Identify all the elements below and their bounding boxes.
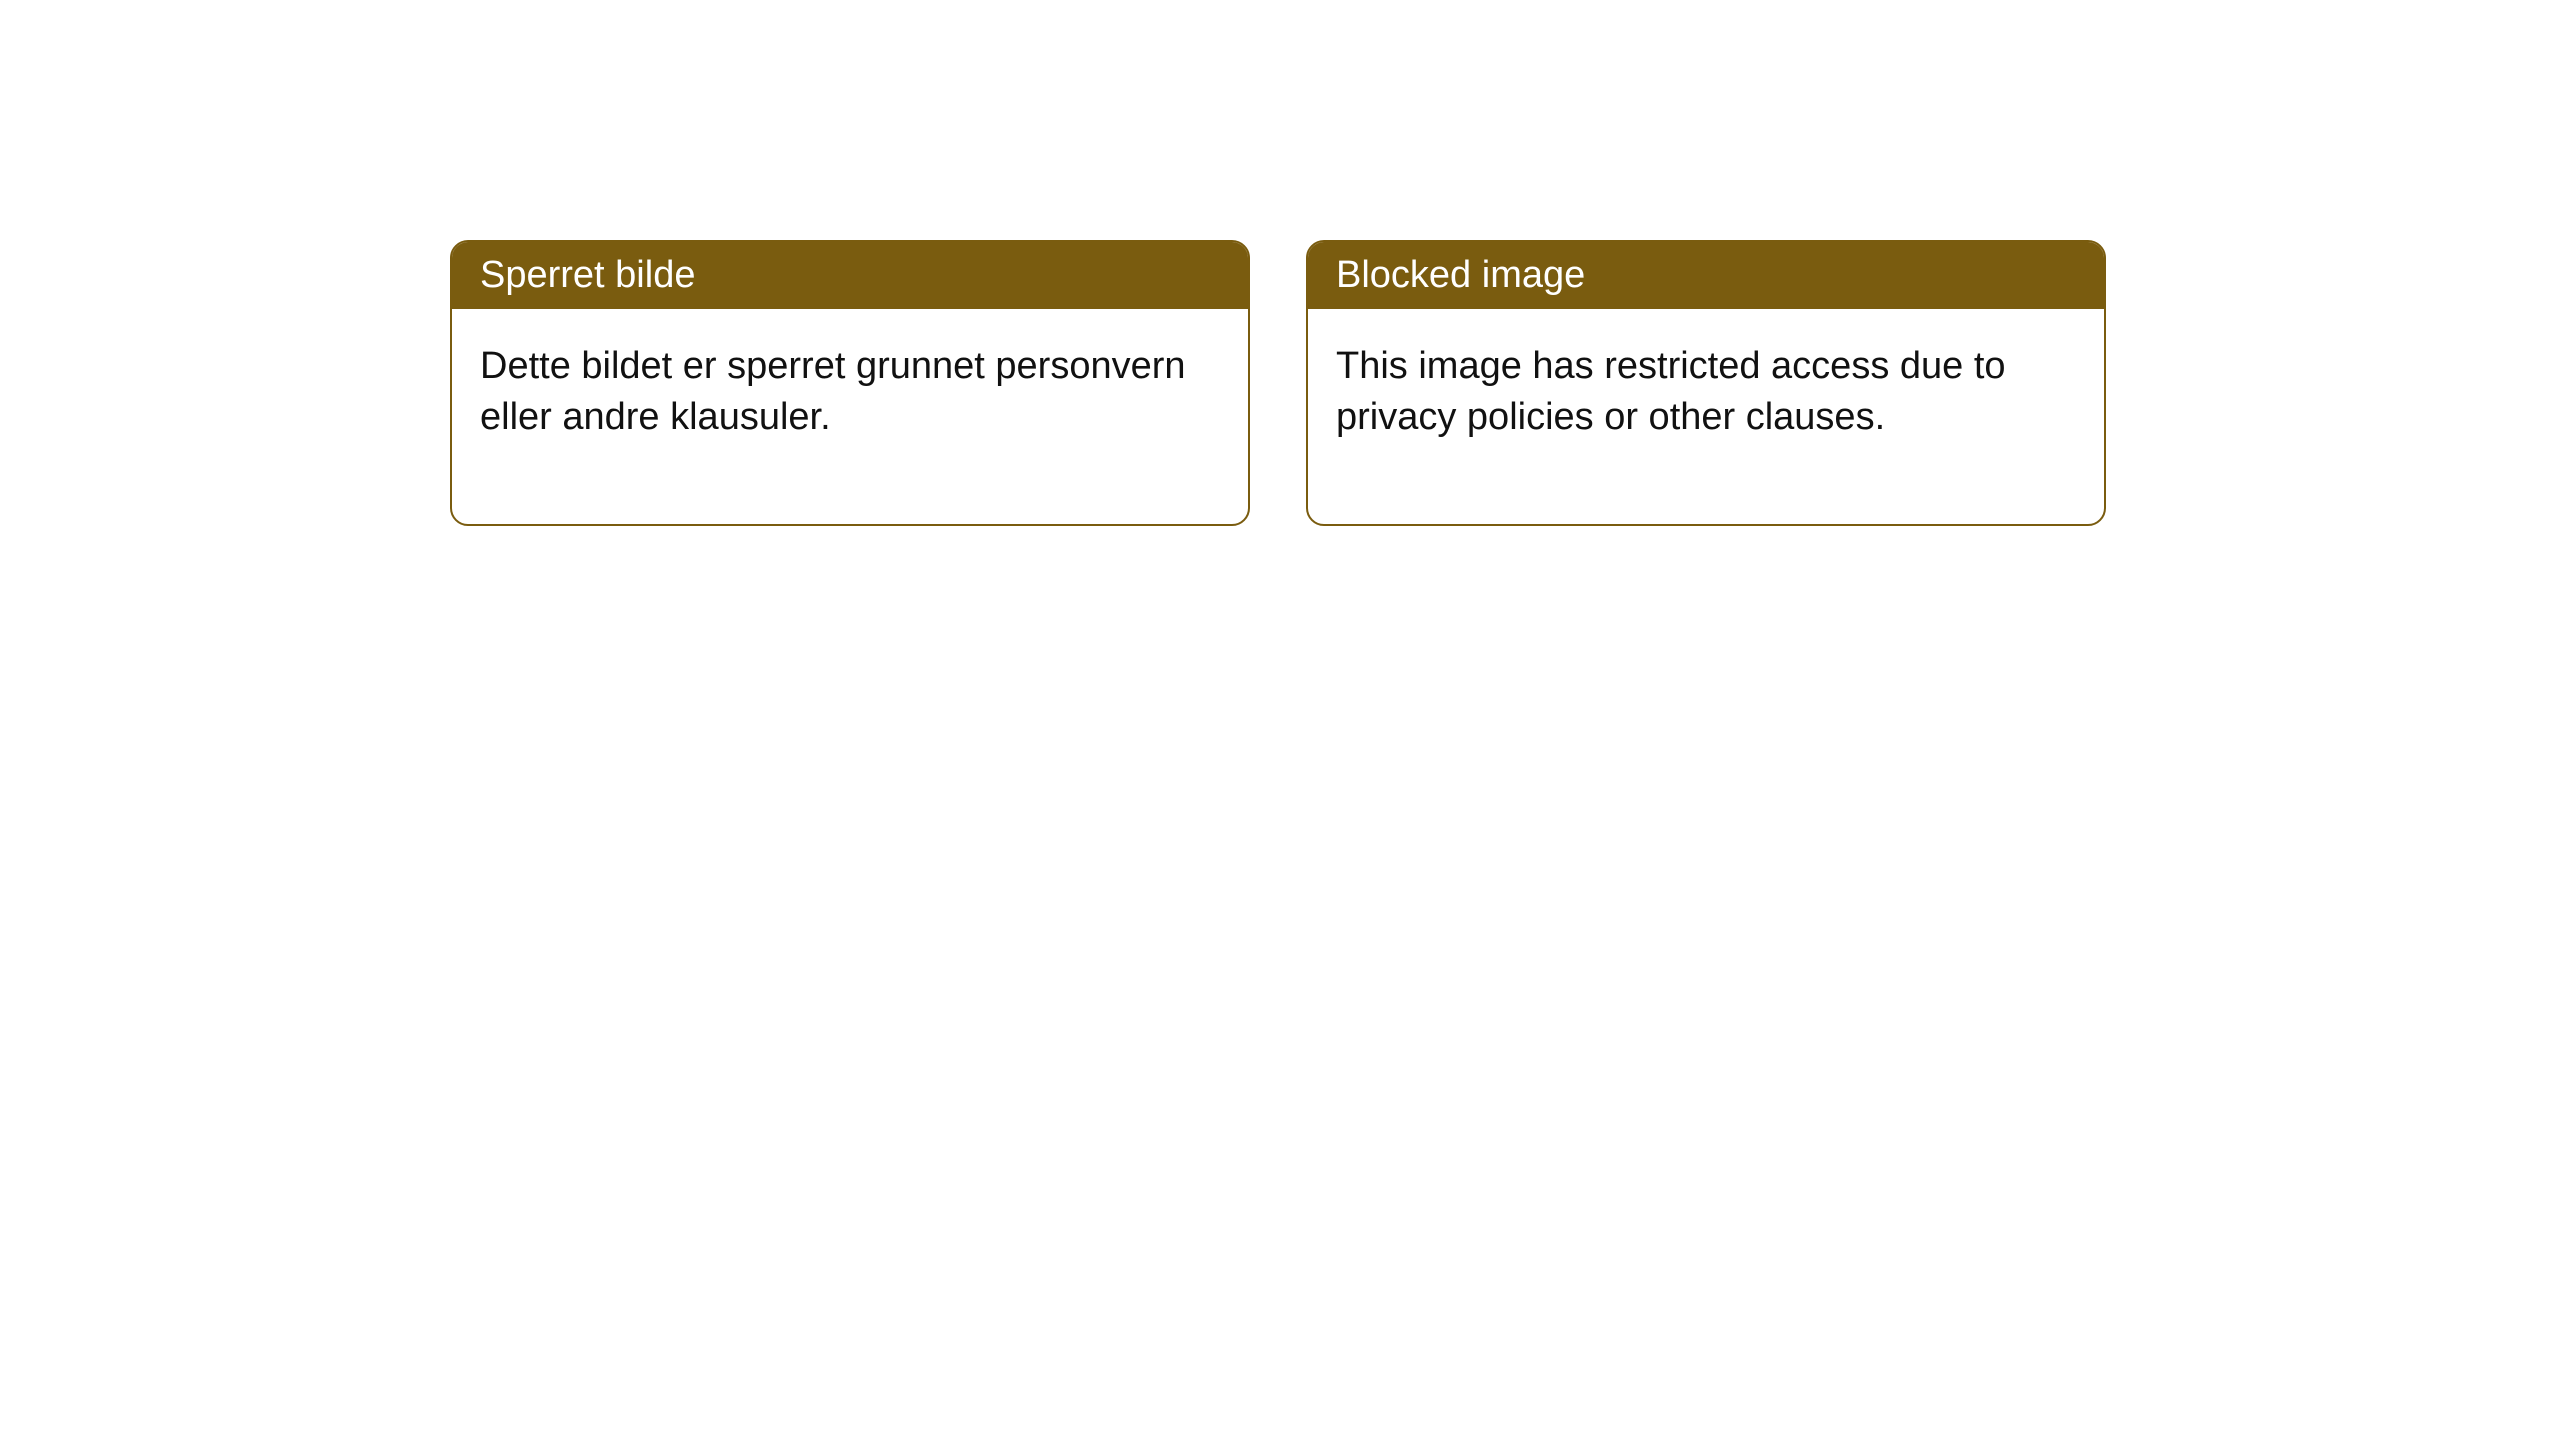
notice-body: Dette bildet er sperret grunnet personve… — [452, 309, 1248, 524]
notice-header: Sperret bilde — [452, 242, 1248, 309]
notice-container: Sperret bilde Dette bildet er sperret gr… — [450, 240, 2106, 526]
notice-body: This image has restricted access due to … — [1308, 309, 2104, 524]
notice-header: Blocked image — [1308, 242, 2104, 309]
notice-body-text: Dette bildet er sperret grunnet personve… — [480, 345, 1186, 438]
notice-title: Blocked image — [1336, 254, 1585, 296]
notice-body-text: This image has restricted access due to … — [1336, 345, 2006, 438]
notice-card-english: Blocked image This image has restricted … — [1306, 240, 2106, 526]
notice-card-norwegian: Sperret bilde Dette bildet er sperret gr… — [450, 240, 1250, 526]
notice-title: Sperret bilde — [480, 254, 695, 296]
